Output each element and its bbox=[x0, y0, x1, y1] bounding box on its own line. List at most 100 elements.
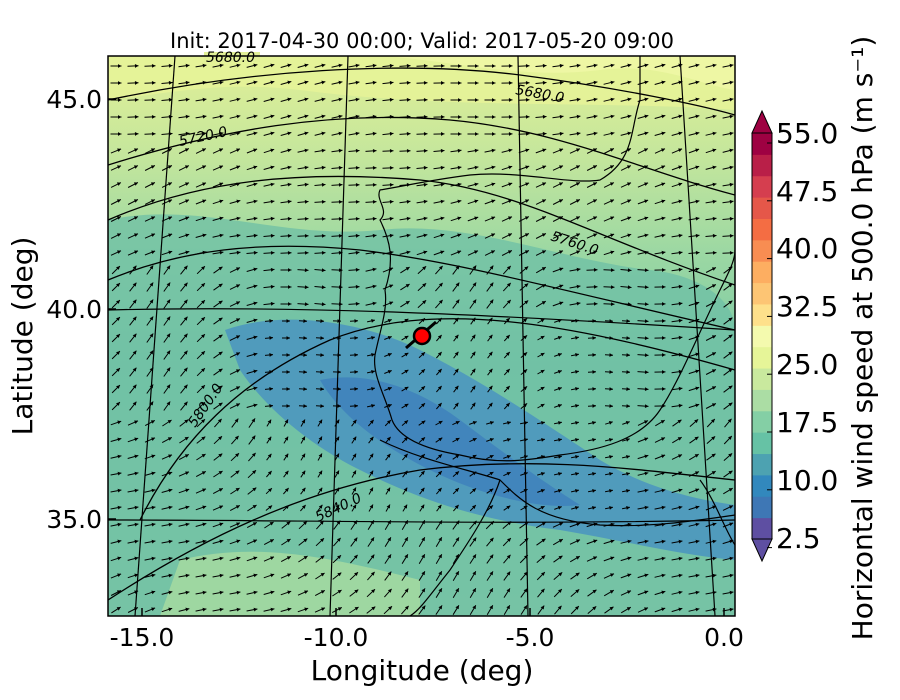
wind-arrow-head bbox=[201, 283, 205, 287]
wind-arrow-head bbox=[475, 98, 479, 102]
wind-arrow-head bbox=[541, 199, 546, 203]
wind-arrow-head bbox=[202, 505, 207, 510]
wind-arrow-head bbox=[149, 265, 154, 270]
wind-arrow-head bbox=[541, 267, 546, 271]
wind-arrow-head bbox=[610, 114, 615, 119]
wind-arrow-head bbox=[593, 285, 598, 289]
wind-arrow-head bbox=[695, 573, 700, 578]
wind-arrow-head bbox=[678, 301, 683, 306]
wind-arrow-head bbox=[389, 63, 394, 68]
wind-arrow-head bbox=[352, 453, 357, 458]
wind-arrow-head bbox=[695, 556, 700, 561]
wind-arrow-head bbox=[253, 250, 258, 255]
wind-arrow-head bbox=[134, 115, 139, 119]
wind-arrow-head bbox=[267, 471, 272, 475]
plot-title: Init: 2017-04-30 00:00; Valid: 2017-05-2… bbox=[170, 29, 674, 53]
wind-arrow-head bbox=[454, 402, 459, 407]
wind-arrow-head bbox=[491, 148, 496, 153]
wind-arrow-head bbox=[236, 216, 241, 221]
wind-arrow-head bbox=[116, 385, 120, 389]
wind-arrow-head bbox=[559, 165, 563, 169]
wind-arrow-head bbox=[355, 131, 360, 136]
wind-arrow-head bbox=[455, 454, 460, 459]
wind-arrow-head bbox=[353, 537, 358, 542]
wind-arrow-head bbox=[150, 182, 155, 186]
wind-arrow-head bbox=[627, 216, 632, 221]
wind-arrow-head bbox=[727, 418, 732, 423]
wind-arrow-head bbox=[284, 470, 289, 475]
wind-arrow-head bbox=[678, 335, 683, 340]
wind-arrow-head bbox=[404, 437, 408, 441]
wind-arrow-head bbox=[354, 336, 358, 340]
wind-arrow-head bbox=[116, 317, 120, 321]
wind-arrow-head bbox=[695, 165, 700, 170]
wind-arrow-head bbox=[437, 504, 442, 509]
wind-arrow-head bbox=[353, 554, 358, 559]
wind-arrow-head bbox=[253, 182, 258, 187]
wind-arrow-head bbox=[321, 80, 326, 85]
wind-arrow-head bbox=[525, 115, 530, 119]
wind-arrow-head bbox=[303, 556, 308, 560]
wind-arrow-head bbox=[404, 335, 409, 340]
wind-arrow-head bbox=[540, 353, 545, 357]
colorbar-segment bbox=[752, 239, 772, 262]
wind-arrow-head bbox=[335, 504, 340, 509]
wind-arrow-head bbox=[627, 233, 632, 238]
wind-arrow-head bbox=[593, 268, 598, 272]
wind-arrow-head bbox=[437, 487, 442, 492]
wind-arrow-head bbox=[219, 573, 224, 578]
africa-east-coast bbox=[699, 479, 735, 546]
y-tick-label: 45.0 bbox=[46, 85, 102, 114]
wind-arrow-head bbox=[166, 367, 171, 372]
wind-arrow-head bbox=[287, 148, 292, 153]
wind-arrow-head bbox=[252, 470, 256, 474]
wind-arrow-head bbox=[438, 421, 443, 425]
wind-arrow-head bbox=[695, 250, 700, 255]
wind-arrow-head bbox=[270, 573, 275, 578]
wind-arrow-head bbox=[627, 573, 632, 578]
wind-arrow-head bbox=[471, 402, 476, 407]
wind-arrow-head bbox=[575, 606, 579, 610]
wind-arrow-head bbox=[437, 403, 442, 407]
wind-arrow-head bbox=[337, 555, 341, 559]
colorbar-segment bbox=[752, 197, 772, 219]
wind-arrow-head bbox=[236, 233, 241, 238]
wind-arrow-head bbox=[712, 522, 717, 527]
wind-arrow-head bbox=[269, 336, 273, 340]
wind-arrow-head bbox=[404, 571, 409, 576]
wind-arrow-head bbox=[185, 63, 190, 68]
wind-arrow-head bbox=[557, 336, 562, 340]
wind-arrow-head bbox=[441, 132, 445, 136]
wind-arrow-head bbox=[507, 538, 511, 542]
wind-arrow-head bbox=[288, 268, 292, 272]
wind-arrow-head bbox=[371, 336, 375, 340]
wind-arrow-head bbox=[472, 554, 476, 559]
wind-arrow-head bbox=[662, 285, 666, 289]
location-marker bbox=[405, 320, 437, 350]
wind-arrow-head bbox=[166, 333, 171, 338]
wind-arrow-head bbox=[609, 438, 613, 442]
wind-arrow-head bbox=[372, 267, 377, 272]
wind-arrow-head bbox=[117, 488, 122, 493]
wind-arrow-head bbox=[593, 80, 598, 85]
wind-arrow-head bbox=[678, 97, 683, 102]
geopotential-contours bbox=[108, 67, 735, 601]
wind-arrow-head bbox=[352, 470, 356, 475]
wind-arrow-head bbox=[557, 506, 562, 510]
wind-arrow-head bbox=[438, 265, 443, 270]
wind-arrow-head bbox=[387, 370, 392, 374]
wind-arrow-head bbox=[167, 165, 172, 169]
wind-arrow-head bbox=[593, 539, 598, 544]
wind-arrow-head bbox=[352, 436, 357, 441]
wind-arrow-head bbox=[728, 351, 733, 356]
wind-arrow-head bbox=[219, 131, 224, 136]
wind-arrow-head bbox=[288, 285, 292, 289]
wind-arrow-head bbox=[185, 97, 190, 102]
wind-arrow-head bbox=[235, 453, 239, 457]
wind-arrow-head bbox=[321, 114, 326, 119]
wind-arrow-head bbox=[559, 301, 564, 306]
wind-arrow-head bbox=[729, 97, 734, 102]
wind-arrow-head bbox=[386, 504, 390, 509]
wind-arrow-head bbox=[389, 149, 394, 153]
wind-arrow-head bbox=[320, 336, 324, 340]
